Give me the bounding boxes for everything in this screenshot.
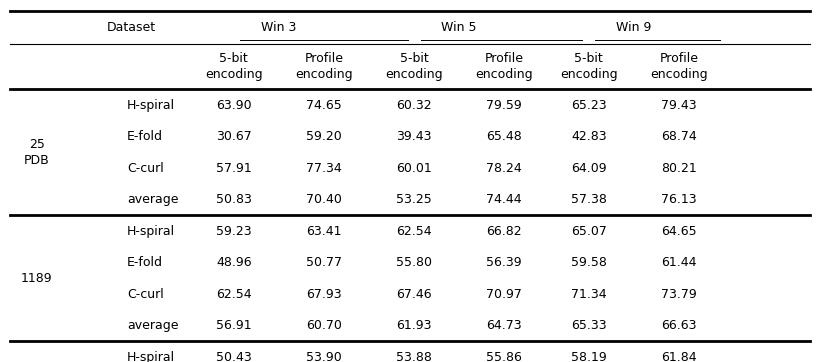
Text: C-curl: C-curl xyxy=(127,288,164,300)
Text: H-spiral: H-spiral xyxy=(127,99,175,111)
Text: 39.43: 39.43 xyxy=(396,130,432,143)
Text: 5-bit
encoding: 5-bit encoding xyxy=(559,52,617,81)
Text: 78.24: 78.24 xyxy=(486,162,522,174)
Text: 55.80: 55.80 xyxy=(396,256,432,269)
Text: 1189: 1189 xyxy=(21,272,52,285)
Text: 62.54: 62.54 xyxy=(215,288,251,300)
Text: 63.41: 63.41 xyxy=(305,225,342,237)
Text: Win 9: Win 9 xyxy=(615,21,651,34)
Text: 5-bit
encoding: 5-bit encoding xyxy=(205,52,262,81)
Text: 55.86: 55.86 xyxy=(486,351,522,362)
Text: 67.46: 67.46 xyxy=(396,288,432,300)
Text: 53.25: 53.25 xyxy=(396,193,432,206)
Text: 77.34: 77.34 xyxy=(305,162,342,174)
Text: 57.91: 57.91 xyxy=(215,162,251,174)
Text: 61.93: 61.93 xyxy=(396,319,432,332)
Text: 64.65: 64.65 xyxy=(660,225,696,237)
Text: Dataset: Dataset xyxy=(106,21,156,34)
Text: 50.77: 50.77 xyxy=(305,256,342,269)
Text: 73.79: 73.79 xyxy=(660,288,696,300)
Text: 25
PDB: 25 PDB xyxy=(24,138,50,167)
Text: 70.40: 70.40 xyxy=(305,193,342,206)
Text: 57.38: 57.38 xyxy=(570,193,606,206)
Text: 65.07: 65.07 xyxy=(570,225,606,237)
Text: C-curl: C-curl xyxy=(127,162,164,174)
Text: 74.65: 74.65 xyxy=(305,99,342,111)
Text: 50.83: 50.83 xyxy=(215,193,251,206)
Text: 42.83: 42.83 xyxy=(570,130,606,143)
Text: 62.54: 62.54 xyxy=(396,225,432,237)
Text: Win 5: Win 5 xyxy=(441,21,477,34)
Text: 50.43: 50.43 xyxy=(215,351,251,362)
Text: 56.39: 56.39 xyxy=(486,256,522,269)
Text: E-fold: E-fold xyxy=(127,130,163,143)
Text: 61.44: 61.44 xyxy=(660,256,696,269)
Text: 59.20: 59.20 xyxy=(305,130,342,143)
Text: 74.44: 74.44 xyxy=(486,193,522,206)
Text: 5-bit
encoding: 5-bit encoding xyxy=(385,52,442,81)
Text: Profile
encoding: Profile encoding xyxy=(475,52,532,81)
Text: average: average xyxy=(127,193,179,206)
Text: E-fold: E-fold xyxy=(127,256,163,269)
Text: 58.19: 58.19 xyxy=(570,351,606,362)
Text: 53.90: 53.90 xyxy=(305,351,342,362)
Text: 30.67: 30.67 xyxy=(215,130,251,143)
Text: Win 3: Win 3 xyxy=(260,21,296,34)
Text: 68.74: 68.74 xyxy=(660,130,696,143)
Text: average: average xyxy=(127,319,179,332)
Text: 65.23: 65.23 xyxy=(570,99,606,111)
Text: 53.88: 53.88 xyxy=(396,351,432,362)
Text: 67.93: 67.93 xyxy=(305,288,342,300)
Text: H-spiral: H-spiral xyxy=(127,225,175,237)
Text: 66.82: 66.82 xyxy=(486,225,522,237)
Text: 76.13: 76.13 xyxy=(660,193,696,206)
Text: 71.34: 71.34 xyxy=(570,288,606,300)
Text: 56.91: 56.91 xyxy=(215,319,251,332)
Text: 66.63: 66.63 xyxy=(660,319,696,332)
Text: H-spiral: H-spiral xyxy=(127,351,175,362)
Text: 59.23: 59.23 xyxy=(215,225,251,237)
Text: 60.32: 60.32 xyxy=(396,99,432,111)
Text: Profile
encoding: Profile encoding xyxy=(649,52,707,81)
Text: 80.21: 80.21 xyxy=(660,162,696,174)
Text: 61.84: 61.84 xyxy=(660,351,696,362)
Text: 60.70: 60.70 xyxy=(305,319,342,332)
Text: 65.33: 65.33 xyxy=(570,319,606,332)
Text: 79.59: 79.59 xyxy=(486,99,522,111)
Text: 64.73: 64.73 xyxy=(486,319,522,332)
Text: 59.58: 59.58 xyxy=(570,256,606,269)
Text: 79.43: 79.43 xyxy=(660,99,696,111)
Text: Profile
encoding: Profile encoding xyxy=(295,52,352,81)
Text: 60.01: 60.01 xyxy=(396,162,432,174)
Text: 63.90: 63.90 xyxy=(215,99,251,111)
Text: 64.09: 64.09 xyxy=(570,162,606,174)
Text: 70.97: 70.97 xyxy=(486,288,522,300)
Text: 65.48: 65.48 xyxy=(486,130,522,143)
Text: 48.96: 48.96 xyxy=(215,256,251,269)
